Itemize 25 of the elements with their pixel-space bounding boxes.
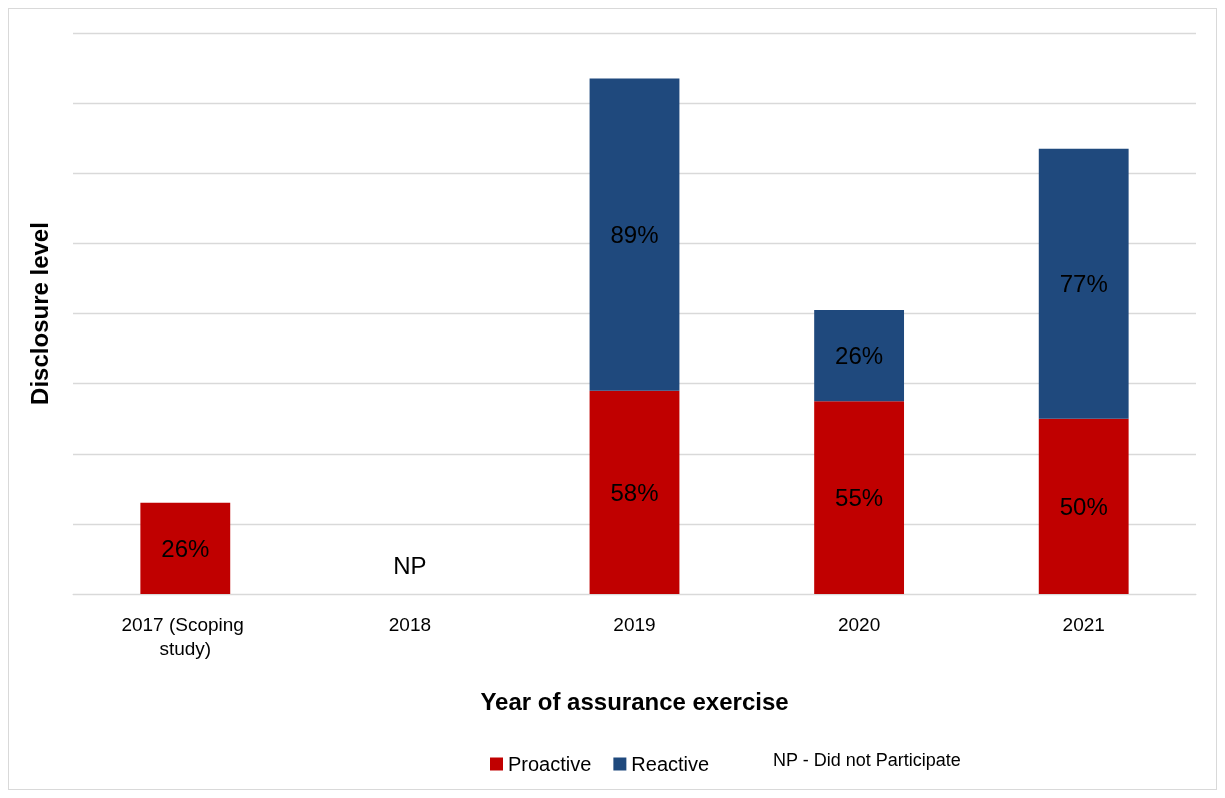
bar [1038,418,1129,594]
x-tick-label: 2021 [1062,613,1105,635]
bar [814,401,905,594]
data-label: 58% [610,478,659,506]
x-tick-label: 2020 [837,613,881,635]
y-axis-title: Disclosure level [25,222,53,405]
data-label: 89% [610,221,659,249]
data-label: 77% [1059,270,1108,298]
legend-label: Reactive [631,753,710,775]
x-tick-label: 2017 (Scoping study) [121,613,250,659]
bar [814,309,905,402]
data-label: 26% [835,342,884,370]
data-label: 26% [161,534,210,562]
x-tick-label: 2018 [388,613,432,635]
data-label: 50% [1059,492,1108,520]
text: NP - Did not Participate [773,750,961,770]
bar [1038,148,1129,419]
x-tick-label: 2019 [613,613,656,635]
data-label: 55% [835,484,884,512]
legend-label: Proactive [508,753,592,775]
x-axis-title: Year of assurance exercise [480,687,789,715]
annotation: NP [393,552,427,580]
bar [589,78,680,391]
bar [589,390,680,594]
bar [140,502,231,594]
